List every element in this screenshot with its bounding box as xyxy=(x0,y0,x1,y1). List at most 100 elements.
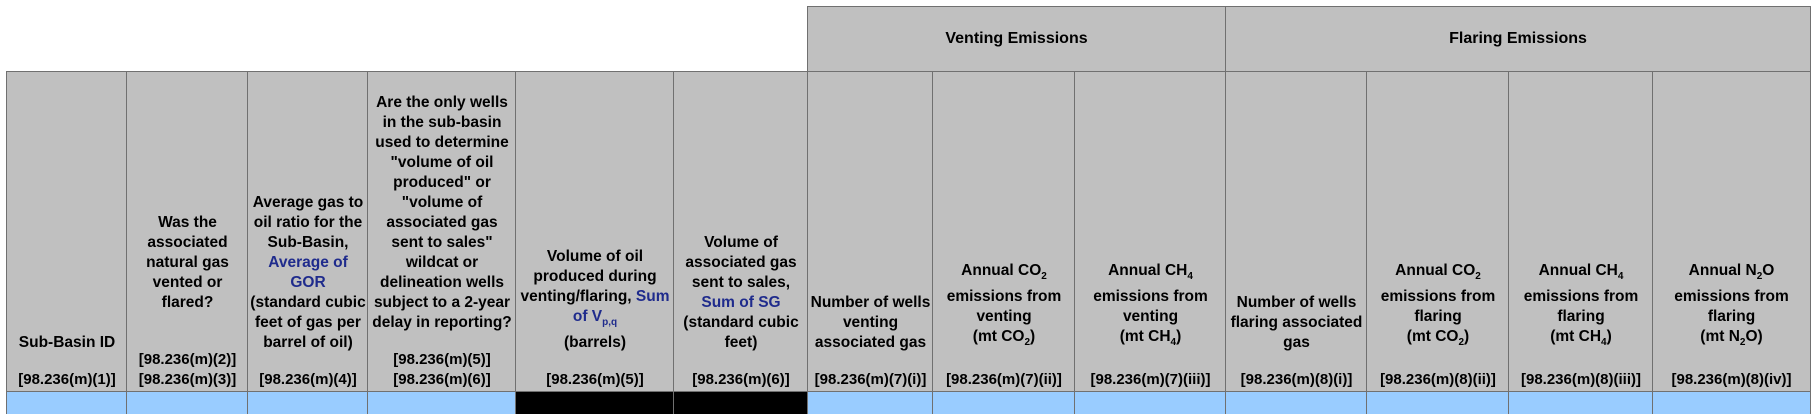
col-header-vented-or-flared[interactable]: Was the associated natural gas vented or… xyxy=(126,71,248,391)
unit-end: O) xyxy=(1745,327,1763,345)
col-header-wildcat-wells[interactable]: Are the only wells in the sub-basin used… xyxy=(367,71,516,391)
title-sub: 4 xyxy=(1617,270,1624,282)
gor-title-text: Average gas to oil ratio for the Sub-Bas… xyxy=(252,194,364,251)
col-header-gas-volume[interactable]: Volume of associated gas sent to sales, … xyxy=(673,71,808,391)
cell-flaring-co2[interactable] xyxy=(1366,391,1509,414)
gas-unit-text: (standard cubic feet) xyxy=(683,314,799,351)
oil-link-text: Sum of Vp,q xyxy=(572,287,670,328)
title-main: Annual N xyxy=(1688,261,1757,279)
cell-vented-or-flared[interactable] xyxy=(126,391,248,414)
title-main: Annual CH xyxy=(1108,261,1188,279)
oil-link-sub: p,q xyxy=(602,317,618,328)
col-header-average-gor[interactable]: Average gas to oil ratio for the Sub-Bas… xyxy=(247,71,368,391)
title-sub: 2 xyxy=(1475,270,1481,282)
cell-venting-wells[interactable] xyxy=(807,391,933,414)
unit-main: (mt N xyxy=(1700,327,1740,345)
cell-flaring-wells[interactable] xyxy=(1225,391,1367,414)
cell-venting-co2[interactable] xyxy=(932,391,1075,414)
oil-title-text: Volume of oil produced during venting/fl… xyxy=(520,247,657,305)
unit-sub: 4 xyxy=(1170,337,1177,348)
oil-unit-text: (barrels) xyxy=(563,334,627,351)
col-title: Annual CH4 emissions from flaring (mt CH… xyxy=(1511,261,1651,353)
col-title: Number of wells flaring associated gas xyxy=(1230,294,1363,351)
unit-sub: 4 xyxy=(1601,337,1607,348)
unit-main: (mt CH xyxy=(1550,327,1602,345)
title-rest: emissions from venting xyxy=(1093,287,1208,325)
col-title: Annual CO2 emissions from flaring (mt CO… xyxy=(1369,261,1507,353)
title-main: Annual CO xyxy=(1395,261,1476,279)
col-ref: [98.236(m)(8)(i)] xyxy=(1240,371,1353,388)
oil-link-main: Sum of V xyxy=(572,287,670,325)
col-title: Volume of associated gas sent to sales, … xyxy=(676,233,806,353)
col-ref: [98.236(m)(7)(iii)] xyxy=(1090,371,1211,388)
col-title: Annual CH4 emissions from venting (mt CH… xyxy=(1077,261,1224,353)
col-header-oil-volume[interactable]: Volume of oil produced during venting/fl… xyxy=(515,71,674,391)
col-header-subbasin-id[interactable]: Sub-Basin ID [98.236(m)(1)] xyxy=(6,71,127,391)
col-header-flaring-n2o[interactable]: Annual N2O emissions from flaring (mt N2… xyxy=(1652,71,1811,391)
cell-flaring-ch4[interactable] xyxy=(1508,391,1653,414)
col-title: Volume of oil produced during venting/fl… xyxy=(518,247,672,353)
col-title: Number of wells venting associated gas xyxy=(810,294,931,351)
col-ref: [98.236(m)(8)(ii)] xyxy=(1380,371,1496,388)
col-ref: [98.236(m)(6)] xyxy=(393,371,491,388)
gor-link-text: Average of GOR xyxy=(268,254,348,291)
title-sub: 2 xyxy=(1756,270,1763,282)
col-ref: [98.236(m)(7)(i)] xyxy=(814,371,927,388)
cell-subbasin-id[interactable] xyxy=(6,391,127,414)
cell-oil-volume-blocked xyxy=(515,391,674,414)
title-sub: 4 xyxy=(1187,270,1193,282)
unit-end: ) xyxy=(1030,327,1036,345)
title-mid: O xyxy=(1762,261,1775,279)
col-ref: [98.236(m)(4)] xyxy=(259,371,357,388)
unit-main: (mt CO xyxy=(1406,327,1459,345)
unit-end: ) xyxy=(1464,327,1470,345)
cell-venting-ch4[interactable] xyxy=(1074,391,1226,414)
col-header-flaring-wells[interactable]: Number of wells flaring associated gas [… xyxy=(1225,71,1367,391)
flaring-emissions-group-header: Flaring Emissions xyxy=(1225,6,1811,72)
unit-sub: 2 xyxy=(1739,337,1746,348)
col-header-venting-ch4[interactable]: Annual CH4 emissions from venting (mt CH… xyxy=(1074,71,1226,391)
col-ref: [98.236(m)(8)(iv)] xyxy=(1671,371,1792,388)
col-ref: [98.236(m)(8)(iii)] xyxy=(1520,371,1642,388)
cell-wildcat-wells[interactable] xyxy=(367,391,516,414)
unit-end: ) xyxy=(1606,327,1612,345)
cell-gas-volume-blocked xyxy=(673,391,808,414)
col-title: Are the only wells in the sub-basin used… xyxy=(372,94,512,331)
col-ref-a: [98.236(m)(5)] xyxy=(393,351,491,368)
title-rest: emissions from flaring xyxy=(1523,287,1639,325)
col-title: Sub-Basin ID xyxy=(18,334,116,351)
col-ref: [98.236(m)(7)(ii)] xyxy=(946,371,1062,388)
col-header-venting-wells[interactable]: Number of wells venting associated gas [… xyxy=(807,71,933,391)
col-header-flaring-ch4[interactable]: Annual CH4 emissions from flaring (mt CH… xyxy=(1508,71,1653,391)
col-ref: [98.236(m)(6)] xyxy=(692,371,790,388)
col-title: Was the associated natural gas vented or… xyxy=(146,214,229,311)
col-title: Average gas to oil ratio for the Sub-Bas… xyxy=(250,193,366,353)
title-rest: emissions from venting xyxy=(946,287,1062,325)
gas-title-text: Volume of associated gas sent to sales, xyxy=(685,234,797,291)
unit-sub: 2 xyxy=(1458,337,1465,348)
unit-end: ) xyxy=(1176,327,1182,345)
title-main: Annual CO xyxy=(961,261,1042,279)
cell-average-gor[interactable] xyxy=(247,391,368,414)
title-rest: emissions from flaring xyxy=(1380,287,1496,325)
title-main: Annual CH xyxy=(1538,261,1618,279)
gas-link-text: Sum of SG xyxy=(701,294,781,311)
col-header-venting-co2[interactable]: Annual CO2 emissions from venting (mt CO… xyxy=(932,71,1075,391)
col-ref-a: [98.236(m)(2)] xyxy=(138,351,237,368)
col-ref: [98.236(m)(5)] xyxy=(546,371,644,388)
flaring-group-label: Flaring Emissions xyxy=(1449,30,1587,47)
cell-flaring-n2o[interactable] xyxy=(1652,391,1811,414)
col-ref: [98.236(m)(1)] xyxy=(18,371,116,388)
title-rest: emissions from flaring xyxy=(1674,287,1789,325)
col-title: Annual CO2 emissions from venting (mt CO… xyxy=(935,261,1073,353)
unit-main: (mt CH xyxy=(1119,327,1171,345)
col-header-flaring-co2[interactable]: Annual CO2 emissions from flaring (mt CO… xyxy=(1366,71,1509,391)
col-ref: [98.236(m)(3)] xyxy=(138,371,237,388)
unit-sub: 2 xyxy=(1024,337,1031,348)
title-sub: 2 xyxy=(1041,270,1047,282)
venting-group-label: Venting Emissions xyxy=(945,30,1088,47)
gor-unit-text: (standard cubic feet of gas per barrel o… xyxy=(250,294,366,351)
venting-emissions-group-header: Venting Emissions xyxy=(807,6,1226,72)
col-title: Annual N2O emissions from flaring (mt N2… xyxy=(1655,261,1808,353)
